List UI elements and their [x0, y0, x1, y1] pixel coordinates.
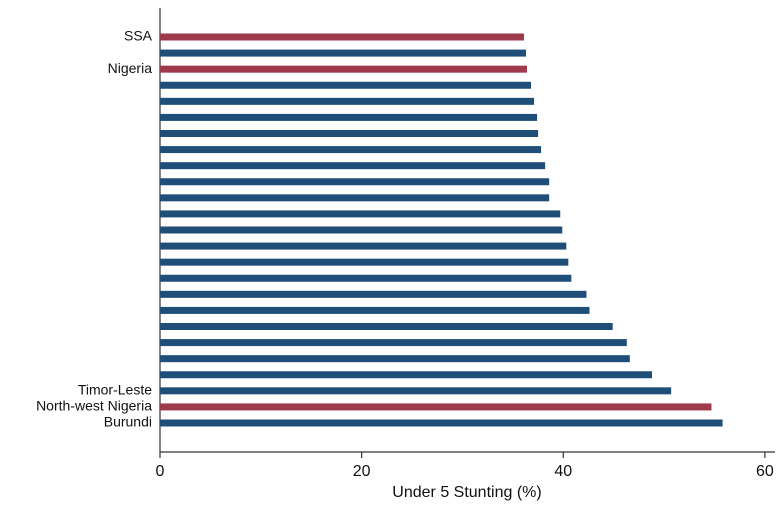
- bar: [160, 323, 613, 330]
- x-tick-label: 20: [353, 463, 371, 480]
- bar: [160, 210, 561, 218]
- bar: [160, 339, 627, 347]
- y-tick-label: SSA: [124, 28, 153, 44]
- bar: [160, 290, 587, 298]
- bar: [160, 419, 723, 427]
- bar: [160, 387, 672, 395]
- bar: [160, 178, 550, 186]
- x-tick-label: 0: [156, 463, 165, 480]
- bar: [160, 194, 550, 202]
- bar: [160, 65, 527, 73]
- y-tick-label: North-west Nigeria: [36, 398, 152, 414]
- bar: [160, 146, 542, 154]
- y-tick-label: Burundi: [104, 414, 152, 430]
- bar: [160, 403, 712, 411]
- bar: [160, 113, 538, 121]
- bar: [160, 130, 539, 137]
- bar: [160, 258, 569, 266]
- bar: [160, 371, 652, 379]
- bar: [160, 274, 572, 282]
- x-tick-label: 40: [554, 463, 572, 480]
- bar: [160, 306, 590, 314]
- y-tick-label: Nigeria: [108, 60, 153, 76]
- x-tick-label: 60: [756, 463, 774, 480]
- bar: [160, 242, 567, 250]
- bar: [160, 226, 563, 234]
- bar: [160, 81, 532, 89]
- y-tick-label: Timor-Leste: [78, 382, 152, 398]
- bar: [160, 33, 524, 41]
- bar: [160, 162, 546, 170]
- bar: [160, 97, 535, 105]
- bar: [160, 49, 526, 57]
- bar: [160, 355, 630, 363]
- x-axis-label: Under 5 Stunting (%): [392, 484, 541, 501]
